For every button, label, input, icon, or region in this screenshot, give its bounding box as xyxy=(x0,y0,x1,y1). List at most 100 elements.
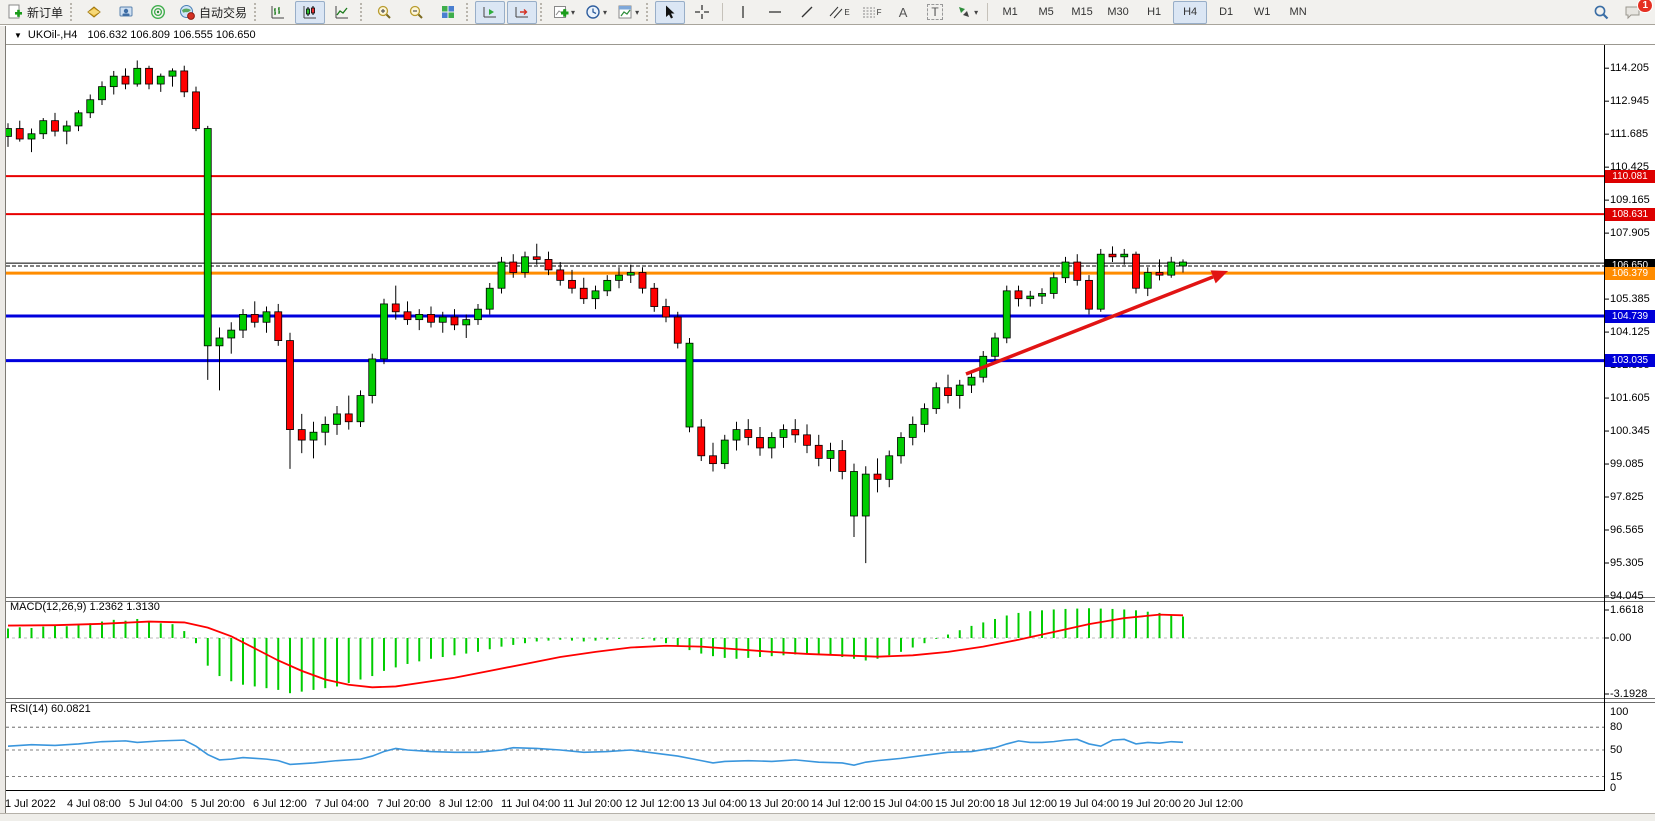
rsi-axis-label: 80 xyxy=(1610,721,1623,733)
time-axis-label: 15 Jul 20:00 xyxy=(935,798,995,810)
rsi-axis-label: 100 xyxy=(1610,706,1629,718)
timeframe-MN[interactable]: MN xyxy=(1289,6,1307,18)
trendline-tool-button[interactable] xyxy=(792,1,822,24)
window-left-border xyxy=(5,26,6,820)
auto-scroll-button[interactable] xyxy=(475,0,506,24)
price-axis-label: 105.385 xyxy=(1610,293,1650,306)
timeframe-M15[interactable]: M15 xyxy=(1071,6,1093,18)
price-line-badge: 103.035 xyxy=(1605,354,1655,368)
auto-scroll-icon xyxy=(483,7,497,18)
time-axis-label: 7 Jul 20:00 xyxy=(377,798,431,810)
time-axis-label: 7 Jul 04:00 xyxy=(315,798,369,810)
time-axis-label: 20 Jul 12:00 xyxy=(1183,798,1243,810)
profile-button[interactable] xyxy=(111,1,141,24)
cursor-tool-button[interactable] xyxy=(655,0,686,24)
channel-tool-button[interactable]: E xyxy=(824,1,854,24)
signals-button[interactable] xyxy=(143,1,173,24)
templates-button[interactable]: ▾ xyxy=(613,1,643,24)
timeframe-H1[interactable]: H1 xyxy=(1147,6,1162,18)
price-axis-label: 97.825 xyxy=(1610,491,1644,503)
timeframe-H4[interactable]: H4 xyxy=(1173,0,1208,24)
bar-chart-button[interactable] xyxy=(263,1,293,24)
crosshair-tool-button[interactable] xyxy=(687,1,717,24)
indicators-icon xyxy=(554,6,569,18)
periods-button[interactable]: ▾ xyxy=(581,1,611,24)
timeframe-M30[interactable]: M30 xyxy=(1107,6,1129,18)
text-label-tool-button[interactable]: T xyxy=(920,1,950,24)
window-left-edge xyxy=(0,26,5,820)
toolbar-separator xyxy=(987,3,989,21)
price-line-badge: 106.379 xyxy=(1605,266,1655,280)
chart-ohlc-values: 106.632 106.809 106.555 106.650 xyxy=(87,29,256,41)
rsi-axis-label: 50 xyxy=(1610,744,1623,756)
chat-button[interactable]: 1 xyxy=(1618,0,1653,24)
gold-book-icon xyxy=(87,6,101,18)
price-axis-border xyxy=(1604,28,1605,790)
chart-shift-button[interactable] xyxy=(507,0,538,24)
time-axis-label: 1 Jul 2022 xyxy=(5,798,56,810)
horizontal-line-tool-button[interactable] xyxy=(760,1,790,24)
zoom-in-button[interactable] xyxy=(369,1,399,24)
fibonacci-tool-button[interactable]: F xyxy=(856,1,886,24)
timeframe-W1[interactable]: W1 xyxy=(1253,6,1271,18)
arrows-shapes-icon xyxy=(959,7,970,17)
auto-trading-button[interactable]: 自动交易 xyxy=(175,1,251,24)
dropdown-arrow-icon: ▾ xyxy=(974,7,979,17)
macd-axis-label: 1.6618 xyxy=(1610,604,1644,616)
zoom-out-button[interactable] xyxy=(401,1,431,24)
trendline-icon xyxy=(801,6,813,18)
channel-icon xyxy=(830,6,843,19)
bar-chart-icon xyxy=(271,6,285,19)
macd-axis-label: 0.00 xyxy=(1610,632,1632,644)
text-tool-button[interactable]: A xyxy=(888,1,918,24)
tile-windows-button[interactable] xyxy=(433,1,463,24)
fibonacci-tool-label: F xyxy=(876,7,882,17)
time-axis-label: 11 Jul 20:00 xyxy=(563,798,623,810)
profile-icon xyxy=(119,6,133,17)
collapse-caret-icon[interactable]: ▼ xyxy=(14,30,22,40)
price-line-badge: 110.081 xyxy=(1605,169,1655,183)
dropdown-arrow-icon: ▾ xyxy=(635,7,640,17)
price-axis-label: 99.085 xyxy=(1610,458,1644,471)
macd-axis-label: -3.1928 xyxy=(1610,688,1648,700)
toolbar-grip xyxy=(540,3,546,21)
auto-trading-label: 自动交易 xyxy=(199,5,248,20)
timeframe-M5[interactable]: M5 xyxy=(1038,6,1054,18)
toolbar-grip xyxy=(360,3,366,21)
time-axis-label: 14 Jul 12:00 xyxy=(811,798,871,810)
chat-unread-badge: 1 xyxy=(1637,0,1653,13)
main-toolbar: 新订单 自动交易 ▾ ▾ xyxy=(0,0,1655,25)
toolbar-grip xyxy=(70,3,76,21)
chart-plot-area[interactable] xyxy=(6,44,1604,597)
arrows-tool-button[interactable]: ▾ xyxy=(952,1,982,24)
vertical-line-tool-button[interactable] xyxy=(728,1,758,24)
new-order-label: 新订单 xyxy=(27,5,64,20)
new-order-button[interactable]: 新订单 xyxy=(3,1,67,24)
price-axis-label: 114.205 xyxy=(1610,62,1649,75)
time-axis-label: 5 Jul 20:00 xyxy=(191,798,245,810)
toolbar-grip xyxy=(254,3,260,21)
chart-title-bar: ▼ UKOil-,H4 106.632 106.809 106.555 106.… xyxy=(6,26,1655,45)
dropdown-arrow-icon: ▾ xyxy=(571,7,576,17)
panel-divider-rsi[interactable] xyxy=(0,698,1655,703)
line-chart-button[interactable] xyxy=(327,1,357,24)
candlestick-chart-icon xyxy=(303,6,317,19)
toolbar-grip xyxy=(466,3,472,21)
time-axis-label: 5 Jul 04:00 xyxy=(129,798,183,810)
search-button[interactable] xyxy=(1586,1,1616,24)
price-axis-label: 107.905 xyxy=(1610,227,1650,240)
toolbar-separator xyxy=(722,3,724,21)
crosshair-icon xyxy=(695,5,710,19)
time-axis-label: 19 Jul 04:00 xyxy=(1059,798,1119,810)
panel-divider-macd[interactable] xyxy=(0,597,1655,602)
timeframe-D1[interactable]: D1 xyxy=(1219,6,1234,18)
history-book-button[interactable] xyxy=(79,1,109,24)
timeframe-M1[interactable]: M1 xyxy=(1002,6,1018,18)
time-axis-label: 18 Jul 12:00 xyxy=(997,798,1057,810)
time-axis-label: 4 Jul 08:00 xyxy=(67,798,121,810)
template-icon xyxy=(618,5,632,19)
price-axis-label: 96.565 xyxy=(1610,524,1644,536)
time-axis-label: 8 Jul 12:00 xyxy=(439,798,493,810)
candlestick-chart-button[interactable] xyxy=(295,0,326,24)
indicators-button[interactable]: ▾ xyxy=(549,1,579,24)
